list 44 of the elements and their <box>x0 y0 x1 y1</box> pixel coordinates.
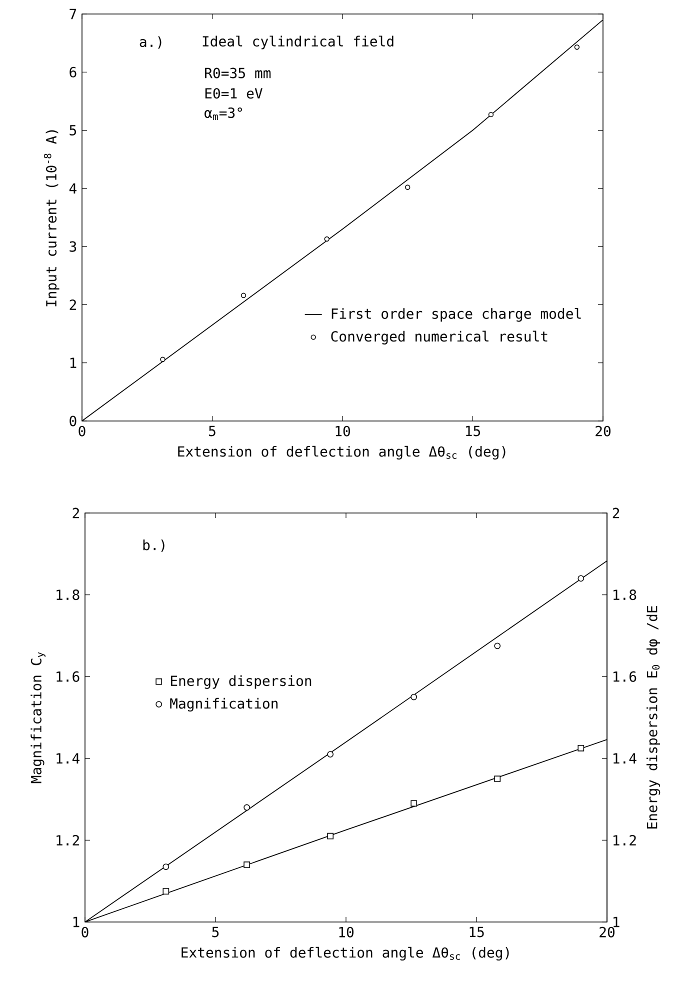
y-tick-label: 5 <box>70 125 76 136</box>
x-tick-label: 15 <box>466 426 480 436</box>
x-tick-label: 0 <box>82 926 88 938</box>
y-tick-label: 6 <box>70 66 76 78</box>
legend-label: Magnification <box>170 698 278 712</box>
legend-label: First order space charge model <box>332 308 581 322</box>
y-tick-label: 1.8 <box>56 590 80 600</box>
x-tick-label: 10 <box>336 426 350 436</box>
annotation: α$_{m}$=3° <box>204 107 242 120</box>
x-tick-label: 10 <box>339 926 354 938</box>
y-tick-label: 1.6 <box>56 671 80 682</box>
text: Extension of deflection angle Δθ$_{sc}$ (deg) <box>178 446 506 460</box>
annotation: Ideal cylindrical field <box>202 36 394 50</box>
y-tick-label: 1 <box>70 358 76 368</box>
legend-label: Energy dispersion <box>170 675 312 689</box>
y-tick-label: 1 <box>73 916 80 928</box>
y-tick-label: 7 <box>70 8 76 20</box>
annotation: E0=1 eV <box>205 88 262 99</box>
y2-tick-label: 1.8 <box>614 590 636 600</box>
x-tick-label: 5 <box>212 926 219 938</box>
y-tick-label: 3 <box>70 241 76 252</box>
x-tick-label: 20 <box>600 926 614 938</box>
annotation: b.) <box>143 539 164 552</box>
y2-tick-label: 1.4 <box>614 753 636 764</box>
y-tick-label: 0 <box>70 416 76 426</box>
annotation: a.) <box>140 36 162 49</box>
y2-tick-label: 2 <box>612 508 620 518</box>
y2-tick-label: 1.2 <box>614 835 636 846</box>
y2-tick-label: 1.6 <box>614 671 636 682</box>
y-axis-title: Magnification C$_{y}$ <box>30 652 46 784</box>
y-tick-label: 2 <box>70 300 76 310</box>
x-tick-label: 15 <box>470 926 484 938</box>
y-tick-label: 1.2 <box>56 835 79 846</box>
y2-tick-label: 1 <box>614 916 620 928</box>
y-axis-title: Input current (10$^{-8}$ A) <box>44 130 60 306</box>
y-tick-label: 4 <box>69 183 76 194</box>
x-tick-label: 5 <box>209 426 216 436</box>
y-tick-label: 1.4 <box>56 753 80 764</box>
legend-label: Converged numerical result <box>331 330 548 344</box>
annotation: R0=35 mm <box>205 68 271 78</box>
y2-axis-title: Energy dispersion E$_{0}$ dφ /dE <box>646 606 660 828</box>
x-tick-label: 20 <box>596 426 610 436</box>
y-tick-label: 2 <box>72 508 79 518</box>
text: Extension of deflection angle Δθ$_{sc}$ (deg) <box>182 946 509 961</box>
